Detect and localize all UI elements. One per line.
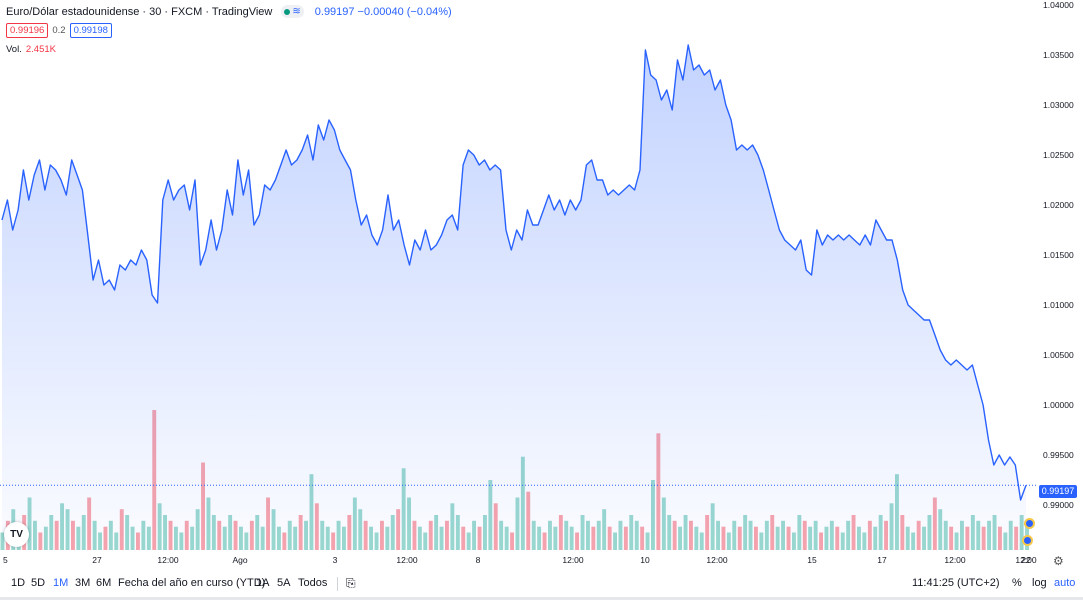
x-tick-label: 12:00 [706, 555, 728, 565]
symbol-legend: Euro/Dólar estadounidense · 30 · FXCM · … [6, 5, 452, 18]
event-marker-icon[interactable] [1024, 518, 1035, 529]
y-tick-label: 1.03500 [1043, 50, 1074, 60]
price-chart[interactable]: 0.99000 0.99500 1.00000 1.00500 1.01000 1.015… [0, 0, 1083, 568]
volume-value: 2.451K [25, 44, 56, 55]
price-area-fill [2, 45, 1026, 550]
go-to-date-icon[interactable]: ⎘ [346, 576, 356, 590]
auto-scale-button[interactable]: auto [1054, 577, 1076, 589]
x-tick-label: 3 [333, 555, 338, 565]
x-tick-label: 27 [92, 555, 102, 565]
settings-icon[interactable]: ⚙ [1053, 554, 1064, 568]
buy-button[interactable]: 0.99198 [69, 23, 112, 38]
x-tick-label: 17 [877, 555, 887, 565]
range-1a-button[interactable]: 1A [256, 577, 270, 589]
spread-value: 0.2 [52, 25, 66, 36]
y-tick-label: 0.99500 [1043, 450, 1074, 460]
percent-scale-button[interactable]: % [1012, 577, 1022, 589]
range-5a-button[interactable]: 5A [277, 577, 291, 589]
y-tick-label: 0.99000 [1043, 500, 1074, 510]
x-tick-label: 12:00 [562, 555, 584, 565]
volume-legend: Vol. 2.451K [6, 44, 56, 55]
last-price: 0.99197 [314, 5, 355, 18]
range-5d-button[interactable]: 5D [31, 577, 46, 589]
symbol-title[interactable]: Euro/Dólar estadounidense · 30 · FXCM · … [6, 5, 273, 18]
y-tick-label: 1.03000 [1043, 100, 1074, 110]
price-change: −0.00040 (−0.04%) [357, 5, 452, 18]
bottom-toolbar: 1D 5D 1M 3M 6M Fecha del año en curso (Y… [0, 570, 1083, 598]
tradingview-logo[interactable]: TV [4, 522, 29, 547]
range-3m-button[interactable]: 3M [75, 577, 91, 589]
x-tick-label: 12:00 [944, 555, 966, 565]
range-6m-button[interactable]: 6M [96, 577, 112, 589]
market-open-icon [284, 8, 291, 15]
x-tick-label: 12:00 [1015, 555, 1037, 565]
x-tick-label: 12:00 [396, 555, 418, 565]
x-tick-label: 22 [1021, 555, 1031, 565]
clock-display[interactable]: 11:41:25 (UTC+2) [912, 577, 1000, 589]
range-ytd-button[interactable]: Fecha del año en curso (YTD) [118, 577, 266, 589]
wave-icon: ≋ [292, 6, 301, 17]
last-price-badge: 0.99197 [1039, 485, 1077, 498]
price-axis[interactable]: 0.99000 0.99500 1.00000 1.00500 1.01000 1.015… [1043, 0, 1074, 510]
x-tick-label: 12:00 [157, 555, 179, 565]
y-tick-label: 1.00000 [1043, 400, 1074, 410]
range-1m-button[interactable]: 1M [53, 577, 69, 589]
y-tick-label: 1.01000 [1043, 300, 1074, 310]
x-tick-label: Ago [232, 555, 247, 565]
log-scale-button[interactable]: log [1032, 577, 1047, 589]
y-tick-label: 1.01500 [1043, 250, 1074, 260]
y-tick-label: 1.02500 [1043, 150, 1074, 160]
price-line [1, 44, 1027, 501]
x-tick-label: 15 [807, 555, 817, 565]
range-1d-button[interactable]: 1D [11, 577, 26, 589]
x-tick-label: 5 [3, 555, 8, 565]
range-all-button[interactable]: Todos [298, 577, 328, 589]
toolbar-divider [337, 577, 338, 591]
x-tick-label: 8 [476, 555, 481, 565]
bid-ask-panel: 0.99196 0.2 0.99198 [6, 23, 112, 38]
event-marker-icon[interactable] [1022, 535, 1033, 546]
sell-button[interactable]: 0.99196 [6, 23, 49, 38]
y-tick-label: 1.00500 [1043, 350, 1074, 360]
time-axis[interactable]: 5 27 12:00 Ago 3 12:00 8 12:00 10 12:00 15 17 12:00 2… [3, 555, 1037, 565]
y-tick-label: 1.04000 [1043, 0, 1074, 10]
market-status[interactable]: ≋ [281, 5, 304, 18]
x-tick-label: 10 [640, 555, 650, 565]
bottom-border [0, 597, 1083, 600]
y-tick-label: 1.02000 [1043, 200, 1074, 210]
volume-label: Vol. [6, 44, 22, 55]
